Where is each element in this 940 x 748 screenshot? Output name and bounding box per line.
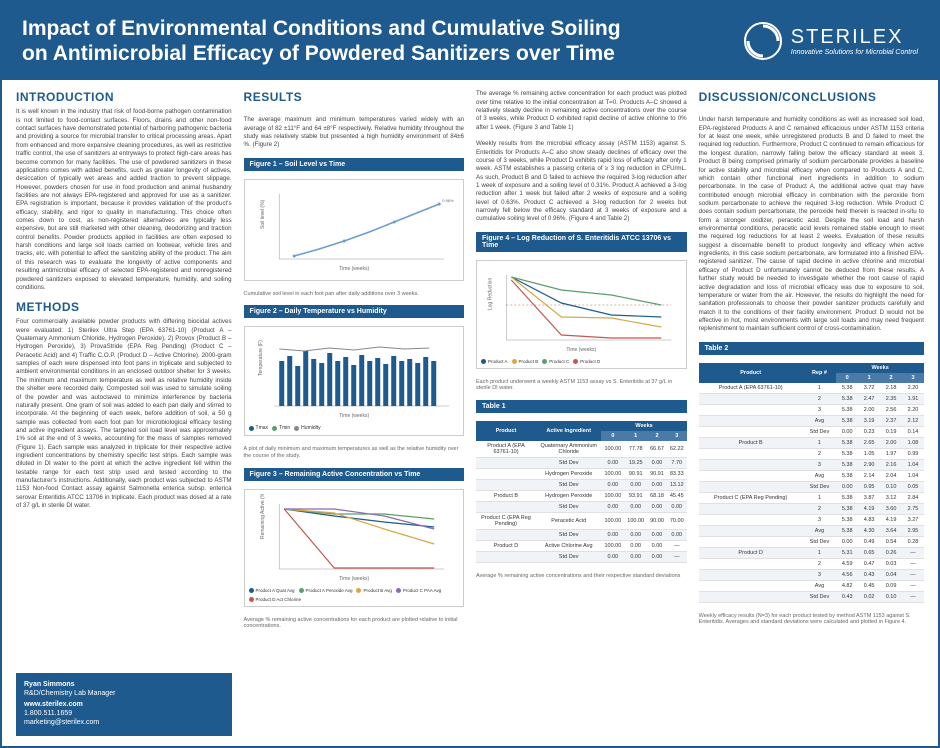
results-text-2: The average % remaining active concentra… <box>476 90 687 132</box>
results-heading: RESULTS <box>244 90 464 104</box>
fig1-chart: 0.96% Soil level (%) Time (weeks) <box>249 184 459 274</box>
fig3-legend: Product A Quat Avg Product A Peroxide Av… <box>249 588 459 602</box>
footer-email: marketing@sterilex.com <box>24 719 224 726</box>
svg-text:Temperature (F): Temperature (F) <box>258 340 264 376</box>
fig3: Remaining Active (%) Time (weeks) Produc… <box>244 489 464 607</box>
fig3-caption: Average % remaining active concentration… <box>244 617 464 630</box>
column-4: DISCUSSION/CONCLUSIONS Under harsh tempe… <box>699 90 924 736</box>
table1-caption: Average % remaining active concentration… <box>476 573 687 580</box>
fig4-title: Figure 4 – Log Reduction of S. Enteritid… <box>476 232 687 252</box>
results-text-3: Weekly results from the microbial effica… <box>476 140 687 224</box>
fig4-caption: Each product underwent a weekly ASTM 115… <box>476 379 687 392</box>
fig2: /**/ Temperature (F) Time (weeks) Tmax T… <box>244 326 464 436</box>
fig1: 0.96% Soil level (%) Time (weeks) <box>244 179 464 281</box>
footer-phone: 1.800.511.1659 <box>24 710 224 717</box>
brand-logo: STERILEX Innovative Solutions for Microb… <box>743 21 918 61</box>
poster: Impact of Environmental Conditions and C… <box>0 0 940 748</box>
footer-site: www.sterilex.com <box>24 701 224 708</box>
author-name: Ryan Simmons <box>24 681 224 688</box>
table2: ProductRep #Weeks0123Product A (EPA 6376… <box>699 363 924 603</box>
column-2: RESULTS The average maximum and minimum … <box>244 90 464 736</box>
table1-title: Table 1 <box>476 400 687 413</box>
header: Impact of Environmental Conditions and C… <box>2 2 938 80</box>
table2-caption: Weekly efficacy results (N=3) for each p… <box>699 613 924 626</box>
fig4-legend: Product A Product B Product C Product D <box>481 359 682 364</box>
fig2-caption: A plot of daily minimum and maximum temp… <box>244 446 464 459</box>
fig4-chart: Log Reduction Time (weeks) <box>481 265 682 355</box>
svg-text:Time (weeks): Time (weeks) <box>339 576 369 582</box>
svg-text:Remaining Active (%): Remaining Active (%) <box>260 494 266 539</box>
fig2-legend: Tmax Tmin Humidity <box>249 425 459 431</box>
table2-title: Table 2 <box>699 342 924 355</box>
author-footer: Ryan Simmons R&D/Chemistry Lab Manager w… <box>16 673 232 736</box>
svg-text:Time (weeks): Time (weeks) <box>339 413 369 419</box>
discussion-text: Under harsh temperature and humidity con… <box>699 116 924 333</box>
intro-heading: INTRODUCTION <box>16 90 232 104</box>
fig1-title: Figure 1 – Soil Level vs Time <box>244 158 464 171</box>
svg-text:Log Reduction: Log Reduction <box>487 277 493 309</box>
fig3-title: Figure 3 – Remaining Active Concentratio… <box>244 468 464 481</box>
fig2-chart: /**/ Temperature (F) Time (weeks) <box>249 331 459 421</box>
results-text-1: The average maximum and minimum temperat… <box>244 116 464 149</box>
svg-text:0.96%: 0.96% <box>442 198 454 203</box>
fig1-caption: Cumulative soil level in each foot pan a… <box>244 291 464 298</box>
column-1: INTRODUCTION It is well known in the ind… <box>16 90 232 736</box>
fig3-chart: Remaining Active (%) Time (weeks) <box>249 494 459 584</box>
brand-tagline: Innovative Solutions for Microbial Contr… <box>791 49 918 56</box>
svg-text:Time (weeks): Time (weeks) <box>339 266 369 272</box>
column-3: The average % remaining active concentra… <box>476 90 687 736</box>
fig2-title: Figure 2 – Daily Temperature vs Humidity <box>244 305 464 318</box>
poster-title: Impact of Environmental Conditions and C… <box>22 16 622 66</box>
svg-text:Time (weeks): Time (weeks) <box>566 347 596 353</box>
svg-text:Soil level (%): Soil level (%) <box>260 199 266 229</box>
sterilex-icon <box>743 21 783 61</box>
discussion-heading: DISCUSSION/CONCLUSIONS <box>699 90 924 104</box>
intro-text: It is well known in the industry that ri… <box>16 108 232 292</box>
fig4: Log Reduction Time (weeks) Product A Pro… <box>476 260 687 369</box>
author-role: R&D/Chemistry Lab Manager <box>24 690 224 697</box>
brand-name: STERILEX <box>791 26 918 49</box>
methods-heading: METHODS <box>16 300 232 314</box>
table1: ProductActive IngredientWeeks0123Product… <box>476 421 687 563</box>
poster-body: INTRODUCTION It is well known in the ind… <box>2 80 938 746</box>
methods-text: Four commercially available powder produ… <box>16 318 232 510</box>
